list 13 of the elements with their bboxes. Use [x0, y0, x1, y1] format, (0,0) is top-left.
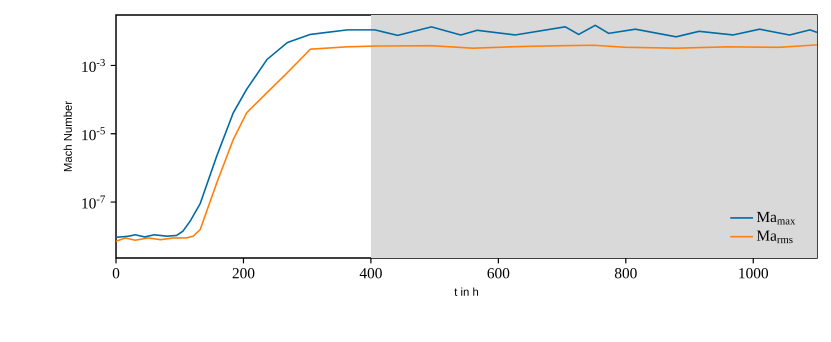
- x-tick-label: 400: [360, 268, 382, 278]
- legend-label: Ma$_{rms}$: [756, 230, 793, 244]
- y-tick-label: 10$^{-3}$: [82, 58, 105, 72]
- x-tick-label: 0: [112, 268, 120, 278]
- x-tick-label: 800: [614, 268, 637, 278]
- y-tick-label: 10$^{-5}$: [82, 127, 105, 140]
- y-tick-label: 10$^{-7}$: [82, 196, 105, 209]
- x-tick-label: 200: [232, 268, 254, 278]
- x-axis-title: t in h: [454, 288, 478, 296]
- legend-label: Ma$_{max}$: [756, 212, 796, 224]
- y-axis-title: Mach Number: [64, 101, 72, 172]
- x-tick-label: 1000: [739, 268, 768, 278]
- x-tick-label: 600: [488, 268, 510, 278]
